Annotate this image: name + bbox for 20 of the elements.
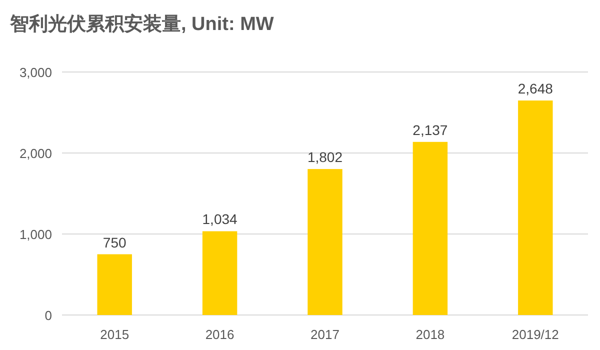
bar: [308, 169, 342, 315]
bar: [202, 231, 238, 315]
bar: [518, 100, 553, 315]
chart-title: 智利光伏累积安装量, Unit: MW: [9, 13, 274, 35]
y-tick-label: 2,000: [19, 146, 52, 161]
bar: [97, 254, 132, 315]
data-label: 1,802: [307, 149, 343, 166]
data-label: 1,034: [202, 211, 238, 228]
x-tick-label: 2017: [310, 327, 340, 342]
data-label: 750: [102, 234, 126, 250]
x-tick-label: 2019/12: [512, 327, 559, 342]
y-tick-label: 1,000: [19, 227, 52, 242]
y-tick-label: 3,000: [19, 65, 52, 80]
bar: [412, 142, 448, 315]
y-tick-label: 0: [44, 308, 52, 323]
data-label: 2,137: [412, 122, 448, 138]
data-label: 2,648: [518, 80, 554, 97]
x-tick-label: 2015: [100, 327, 130, 342]
x-tick-label: 2016: [205, 327, 234, 342]
x-tick-label: 2018: [416, 327, 445, 342]
